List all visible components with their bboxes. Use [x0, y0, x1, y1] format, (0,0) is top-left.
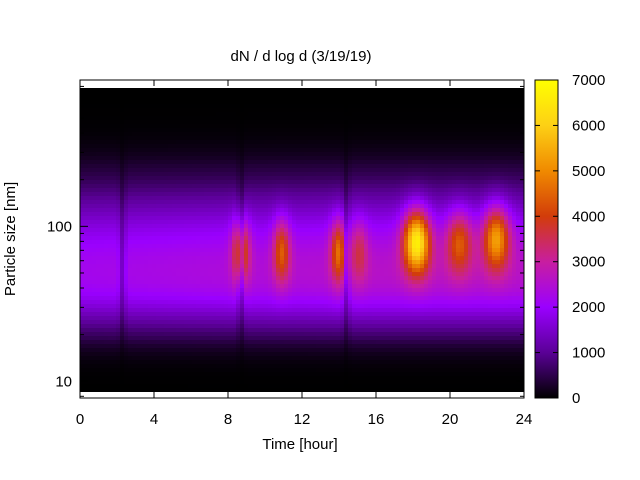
y-tick-label: 100: [47, 218, 72, 235]
x-tick-label: 16: [368, 411, 385, 428]
x-tick-label: 12: [294, 411, 311, 428]
x-tick-label: 8: [224, 411, 232, 428]
colorbar-tick-label: 2000: [572, 299, 605, 316]
chart-title: dN / d log d (3/19/19): [231, 48, 372, 65]
x-tick-label: 4: [150, 411, 158, 428]
colorbar-tick-label: 3000: [572, 254, 605, 271]
colorbar-tick-label: 1000: [572, 345, 605, 362]
y-axis-label: Particle size [nm]: [2, 182, 19, 296]
colorbar-tick-label: 4000: [572, 208, 605, 225]
colorbar-tick-label: 0: [572, 390, 580, 407]
x-tick-label: 0: [76, 411, 84, 428]
x-axis: 0 4 8 12 16 20 24: [76, 80, 533, 428]
x-tick-label: 24: [516, 411, 533, 428]
colorbar: [534, 79, 559, 399]
x-axis-label: Time [hour]: [262, 436, 337, 453]
y-tick-label: 10: [55, 373, 72, 390]
y-axis: 10 100: [47, 85, 524, 397]
colorbar-axis: 0 1000 2000 3000 4000 5000 6000 7000: [535, 72, 605, 407]
colorbar-tick-label: 6000: [572, 117, 605, 134]
x-tick-label: 20: [442, 411, 459, 428]
colorbar-tick-label: 7000: [572, 72, 605, 89]
colorbar-tick-label: 5000: [572, 163, 605, 180]
heatmap-area: [80, 80, 525, 398]
